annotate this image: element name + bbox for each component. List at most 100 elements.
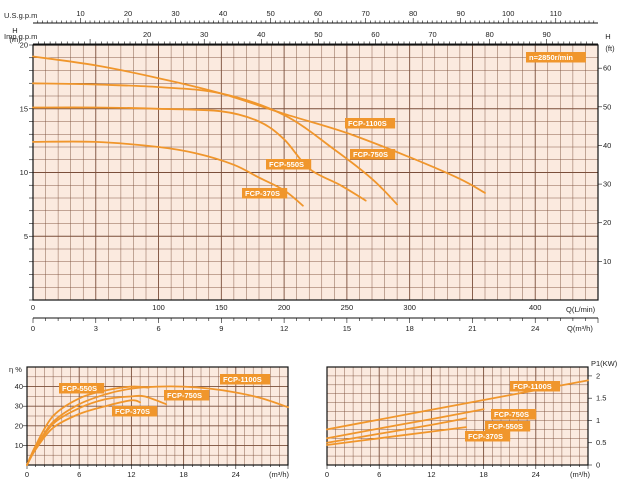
tick-label: 12 <box>427 470 435 479</box>
tick-label: 300 <box>403 303 416 312</box>
usgpm-axis: 10 20 30 40 50 60 70 80 90 100 110 <box>37 9 595 23</box>
power-curve-label-fcp-1100s: FCP-1100S <box>510 381 561 392</box>
tick-label: 24 <box>232 470 240 479</box>
head-curve-label-fcp-550s-bg <box>266 159 312 170</box>
efficiency-curve-label-fcp-1100s-text: FCP-1100S <box>223 375 262 384</box>
efficiency-curve-label-fcp-750s-text: FCP-750S <box>167 391 202 400</box>
tick-label: 20 <box>20 41 28 50</box>
power-curve-fcp-550s <box>326 417 468 444</box>
speed-label: n=2850r/min <box>526 52 586 63</box>
head-curve-fcp-550s <box>32 106 367 202</box>
efficiency-tick-labels: 10 20 30 40 <box>15 382 23 450</box>
tick-label: 12 <box>280 324 288 333</box>
tick-label: 40 <box>257 30 265 39</box>
tick-label: 80 <box>485 30 493 39</box>
speed-annotation: n=2850r/min <box>526 52 586 63</box>
power-curve-label-fcp-750s-bg <box>491 409 537 420</box>
power-curve-label-fcp-1100s-bg <box>510 381 561 392</box>
head-curve-label-fcp-550s: FCP-550S <box>266 159 312 170</box>
tick-label: 40 <box>219 9 227 18</box>
head-curve-label-fcp-750s: FCP-750S <box>350 149 396 160</box>
tick-label: 150 <box>215 303 228 312</box>
efficiency-curve-fcp-550s <box>26 385 150 466</box>
efficiency-curve-labels: FCP-550S FCP-1100S FCP-750S FCP-370S <box>59 374 271 417</box>
efficiency-curve-label-fcp-750s: FCP-750S <box>164 390 210 401</box>
head-curve-fcp-1100s <box>32 55 486 194</box>
usgpm-axis-title: U.S.g.p.m <box>4 11 37 20</box>
power-curve-fcp-750s <box>326 408 485 440</box>
tick-label: 50 <box>266 9 274 18</box>
power-grid <box>327 367 588 465</box>
efficiency-curve-label-fcp-550s-bg <box>59 383 105 394</box>
tick-label: 70 <box>361 9 369 18</box>
tick-label: 40 <box>603 141 611 150</box>
head-curve-label-fcp-370s-text: FCP-370S <box>245 189 280 198</box>
tick-label: 10 <box>20 168 28 177</box>
tick-label: 20 <box>143 30 151 39</box>
efficiency-curve-fcp-1100s <box>26 385 289 466</box>
power-flow-unit: (m³/h) <box>570 470 590 479</box>
tick-label: 400 <box>529 303 542 312</box>
power-curve-label-fcp-550s: FCP-550S <box>485 421 531 432</box>
efficiency-curves <box>26 385 289 466</box>
tick-label: 24 <box>532 470 540 479</box>
tick-label: 0 <box>31 324 35 333</box>
tick-label: 0 <box>31 303 35 312</box>
power-plot-frame <box>326 366 589 466</box>
tick-label: 10 <box>15 441 23 450</box>
tick-label: 40 <box>15 382 23 391</box>
impgpm-axis: 20 30 40 50 60 70 80 90 <box>38 30 593 44</box>
tick-label: 0 <box>596 461 600 470</box>
tick-label: 12 <box>127 470 135 479</box>
tick-label: 30 <box>15 402 23 411</box>
efficiency-curve-label-fcp-550s-text: FCP-550S <box>62 384 97 393</box>
head-axis-title: H <box>12 26 17 35</box>
speed-label-bg <box>526 52 586 63</box>
tick-label: 6 <box>77 470 81 479</box>
head-grid <box>33 45 598 300</box>
head-axis-unit: (m) <box>9 35 21 44</box>
speed-label-text: n=2850r/min <box>529 53 573 62</box>
power-curve-label-fcp-370s-bg <box>465 431 511 442</box>
power-flow-tick-labels: 0 6 12 18 24 <box>325 470 540 479</box>
efficiency-curve-label-fcp-370s-text: FCP-370S <box>115 407 150 416</box>
power-curve-label-fcp-550s-bg <box>485 421 531 432</box>
power-curve-fcp-370s <box>326 426 468 446</box>
tick-label: 5 <box>24 232 28 241</box>
tick-label: 18 <box>405 324 413 333</box>
tick-label: 60 <box>371 30 379 39</box>
tick-label: 60 <box>314 9 322 18</box>
tick-label: 100 <box>502 9 515 18</box>
efficiency-curve-label-fcp-750s-bg <box>164 390 210 401</box>
head-m-tick-labels: 5 10 15 20 <box>20 41 28 241</box>
flow-lpm-axis-title: Q(L/min) <box>566 305 596 314</box>
tick-label: 6 <box>377 470 381 479</box>
tick-label: 20 <box>15 421 23 430</box>
tick-label: 50 <box>603 102 611 111</box>
tick-label: 0 <box>25 470 29 479</box>
efficiency-curve-label-fcp-1100s-bg <box>220 374 271 385</box>
tick-label: 90 <box>457 9 465 18</box>
tick-label: 1.5 <box>596 394 606 403</box>
power-curve-label-fcp-750s: FCP-750S <box>491 409 537 420</box>
tick-label: 50 <box>314 30 322 39</box>
tick-label: 3 <box>94 324 98 333</box>
efficiency-flow-tick-labels: 0 6 12 18 24 <box>25 470 240 479</box>
efficiency-flow-unit: (m³/h) <box>269 470 289 479</box>
tick-label: 1 <box>596 416 600 425</box>
head-curve-label-fcp-750s-bg <box>350 149 396 160</box>
flow-m3h-axis-title: Q(m³/h) <box>567 324 593 333</box>
efficiency-plot-frame <box>26 366 289 466</box>
tick-label: 10 <box>603 257 611 266</box>
power-curve-label-fcp-1100s-text: FCP-1100S <box>513 382 552 391</box>
tick-label: 18 <box>179 470 187 479</box>
head-curve-label-fcp-1100s-bg <box>345 118 396 129</box>
flow-m3h-axis: 0 3 6 9 12 15 18 21 24 <box>31 318 599 333</box>
efficiency-curve-label-fcp-370s: FCP-370S <box>112 406 158 417</box>
tick-label: 30 <box>200 30 208 39</box>
power-tick-labels: 0 0.5 1 1.5 2 <box>596 371 606 469</box>
power-curve-label-fcp-550s-text: FCP-550S <box>488 422 523 431</box>
tick-label: 2 <box>596 371 600 380</box>
head-axis-ticks <box>29 44 602 301</box>
